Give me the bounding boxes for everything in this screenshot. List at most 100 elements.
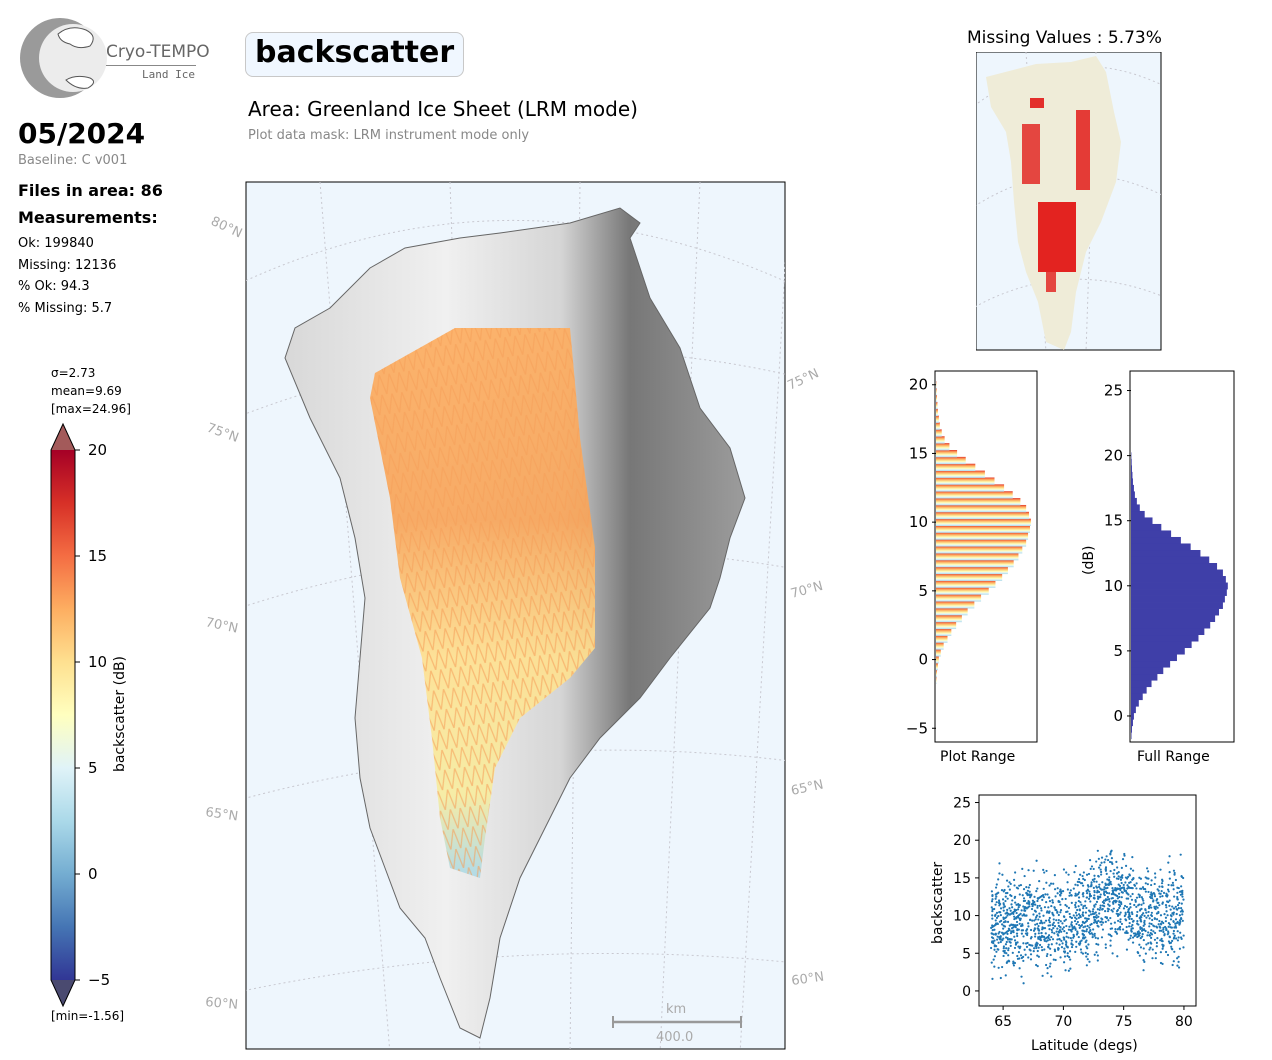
hist-tick-label: 0 [1113, 707, 1123, 725]
scatter-point [1075, 940, 1078, 943]
scatter-point [1130, 911, 1134, 914]
scatter-point [1092, 896, 1095, 900]
scatter-point [1118, 895, 1121, 899]
histogram-bar [1131, 680, 1152, 688]
scatter-point [1111, 862, 1114, 865]
hist-tick-label: 5 [1113, 642, 1123, 660]
scatter-point [1028, 883, 1031, 887]
scatter-point [1052, 921, 1055, 924]
scatter-point [1057, 930, 1060, 933]
scatter-point [1156, 901, 1159, 904]
scatter-point [1129, 881, 1132, 884]
scatter-point [1148, 905, 1151, 908]
scatter-point [1068, 912, 1071, 916]
scatter-point [1162, 945, 1165, 948]
scatter-point [1108, 860, 1112, 864]
scatter-point [1162, 921, 1165, 925]
scatter-point [1097, 943, 1100, 946]
scatter-point [1035, 945, 1038, 948]
scatter-point [1165, 895, 1169, 898]
scatter-point [1015, 903, 1018, 906]
scatter-point [1041, 974, 1044, 977]
scatter-point [1022, 959, 1025, 962]
scatter-point [993, 965, 996, 968]
scatter-point [1047, 906, 1050, 909]
histogram-bar [936, 621, 957, 630]
scatter-point [1182, 934, 1185, 937]
scatter-point [1006, 897, 1009, 900]
scatter-point [1166, 933, 1169, 936]
histogram-bar [1131, 536, 1181, 544]
histogram-bar [936, 532, 1029, 540]
scatter-point [1002, 906, 1005, 909]
scatter-point [1150, 922, 1153, 926]
scatter-point [1176, 939, 1180, 942]
scatter-point [993, 939, 996, 942]
histogram-bar [936, 525, 1030, 533]
scatter-point [1142, 902, 1145, 905]
colorbar-tick-5: 5 [88, 759, 98, 777]
scatter-point [1017, 905, 1020, 909]
scatter-point [1100, 873, 1103, 876]
scatter-point [1069, 936, 1072, 940]
scatter-point [1085, 930, 1088, 933]
scatter-point [1091, 910, 1095, 913]
scatter-point [1139, 946, 1143, 949]
histogram-bar [1131, 621, 1211, 629]
scatter-point [1137, 904, 1140, 907]
scale-unit: km [666, 1002, 686, 1017]
colorbar-tick-15: 15 [88, 547, 108, 565]
scatter-point [1054, 908, 1057, 911]
scatter-point [1158, 885, 1161, 888]
scatter-point [1101, 881, 1104, 884]
scatter-point [1027, 925, 1030, 928]
scatter-point [1104, 943, 1107, 946]
scatter-point [1144, 888, 1147, 891]
histogram-bar [1131, 654, 1177, 662]
scatter-point [1114, 928, 1117, 931]
scatter-point [1056, 910, 1059, 913]
scatter-point [1058, 893, 1062, 896]
scatter-point [1082, 926, 1085, 929]
scatter-point [1018, 884, 1021, 887]
scatter-point [1164, 916, 1168, 919]
scatter-point [1006, 932, 1009, 936]
scatter-point [1088, 926, 1091, 929]
scatter-point [1080, 951, 1083, 954]
scale-value: 400.0 [656, 1030, 693, 1045]
scatter-point [1070, 924, 1073, 927]
scatter-point [1120, 866, 1123, 869]
scatter-point [1069, 958, 1072, 961]
scatter-point [1156, 926, 1159, 929]
scatter-point [998, 872, 1001, 875]
scatter-point [1052, 914, 1055, 917]
scatter-point [1105, 872, 1108, 875]
full-range-histogram: 25 20 15 10 5 0 (dB) Full Range [1081, 370, 1235, 765]
scatter-point [1110, 922, 1113, 925]
scatter-point [1042, 896, 1045, 899]
scatter-point [1116, 866, 1119, 869]
scatter-point [1119, 925, 1122, 929]
scatter-point [1004, 895, 1007, 898]
logo-divider [106, 65, 196, 66]
scatter-point [1067, 928, 1071, 931]
scatter-point [1129, 895, 1132, 898]
scatter-point [1130, 917, 1133, 921]
scatter-point [1016, 928, 1019, 931]
scatter-point [1079, 948, 1083, 951]
scatter-point [1178, 923, 1181, 926]
scatter-point [1037, 918, 1040, 921]
scatter-point [1073, 919, 1077, 923]
scatter-point [1109, 852, 1112, 855]
scatter-point [1131, 936, 1135, 939]
scatter-point [1089, 929, 1092, 933]
scatter-point [991, 932, 994, 935]
scatter-point [1095, 942, 1098, 946]
scatter-point [1093, 912, 1096, 915]
scatter-point [1036, 949, 1039, 953]
scatter-point [1114, 889, 1118, 892]
scatter-point [1013, 946, 1017, 950]
scatter-point [1150, 933, 1154, 936]
colorbar [50, 422, 80, 1008]
scatter-point [1122, 883, 1125, 887]
